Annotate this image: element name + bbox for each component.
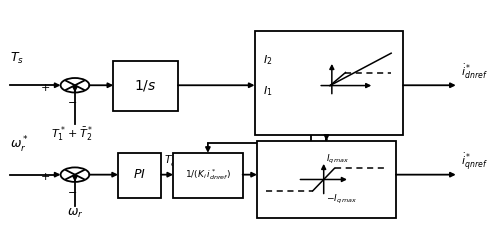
Text: +: +: [41, 83, 50, 93]
Bar: [118, 153, 161, 198]
Bar: [173, 153, 243, 198]
Text: $I_{q\,max}$: $I_{q\,max}$: [326, 153, 350, 166]
Circle shape: [61, 78, 90, 93]
Text: $T_s$: $T_s$: [10, 51, 24, 66]
Text: $1/s$: $1/s$: [134, 78, 157, 93]
Text: $T_e^*$: $T_e^*$: [163, 152, 178, 169]
Text: $\omega_r$: $\omega_r$: [67, 207, 83, 220]
Text: $-I_{q\,max}$: $-I_{q\,max}$: [326, 193, 357, 206]
Circle shape: [61, 167, 90, 182]
Bar: [257, 141, 396, 218]
Text: $I_2$: $I_2$: [263, 53, 273, 67]
Text: $\dot{i}^*_{qnref}$: $\dot{i}^*_{qnref}$: [461, 151, 488, 172]
Bar: [113, 61, 178, 111]
Text: $I_1$: $I_1$: [263, 84, 273, 98]
Text: $\dot{i}^*_{dnref}$: $\dot{i}^*_{dnref}$: [461, 63, 488, 81]
Text: $-$: $-$: [67, 96, 77, 106]
Text: $PI$: $PI$: [133, 168, 146, 181]
Text: +: +: [41, 172, 50, 182]
Text: $-$: $-$: [67, 185, 77, 196]
Text: $\omega_r^*$: $\omega_r^*$: [10, 135, 29, 155]
Text: $1/(K_i\,i^*_{dnref})$: $1/(K_i\,i^*_{dnref})$: [185, 167, 231, 182]
Bar: [255, 31, 403, 135]
Text: $T_1^*+\bar{T}_2^*$: $T_1^*+\bar{T}_2^*$: [51, 125, 94, 144]
